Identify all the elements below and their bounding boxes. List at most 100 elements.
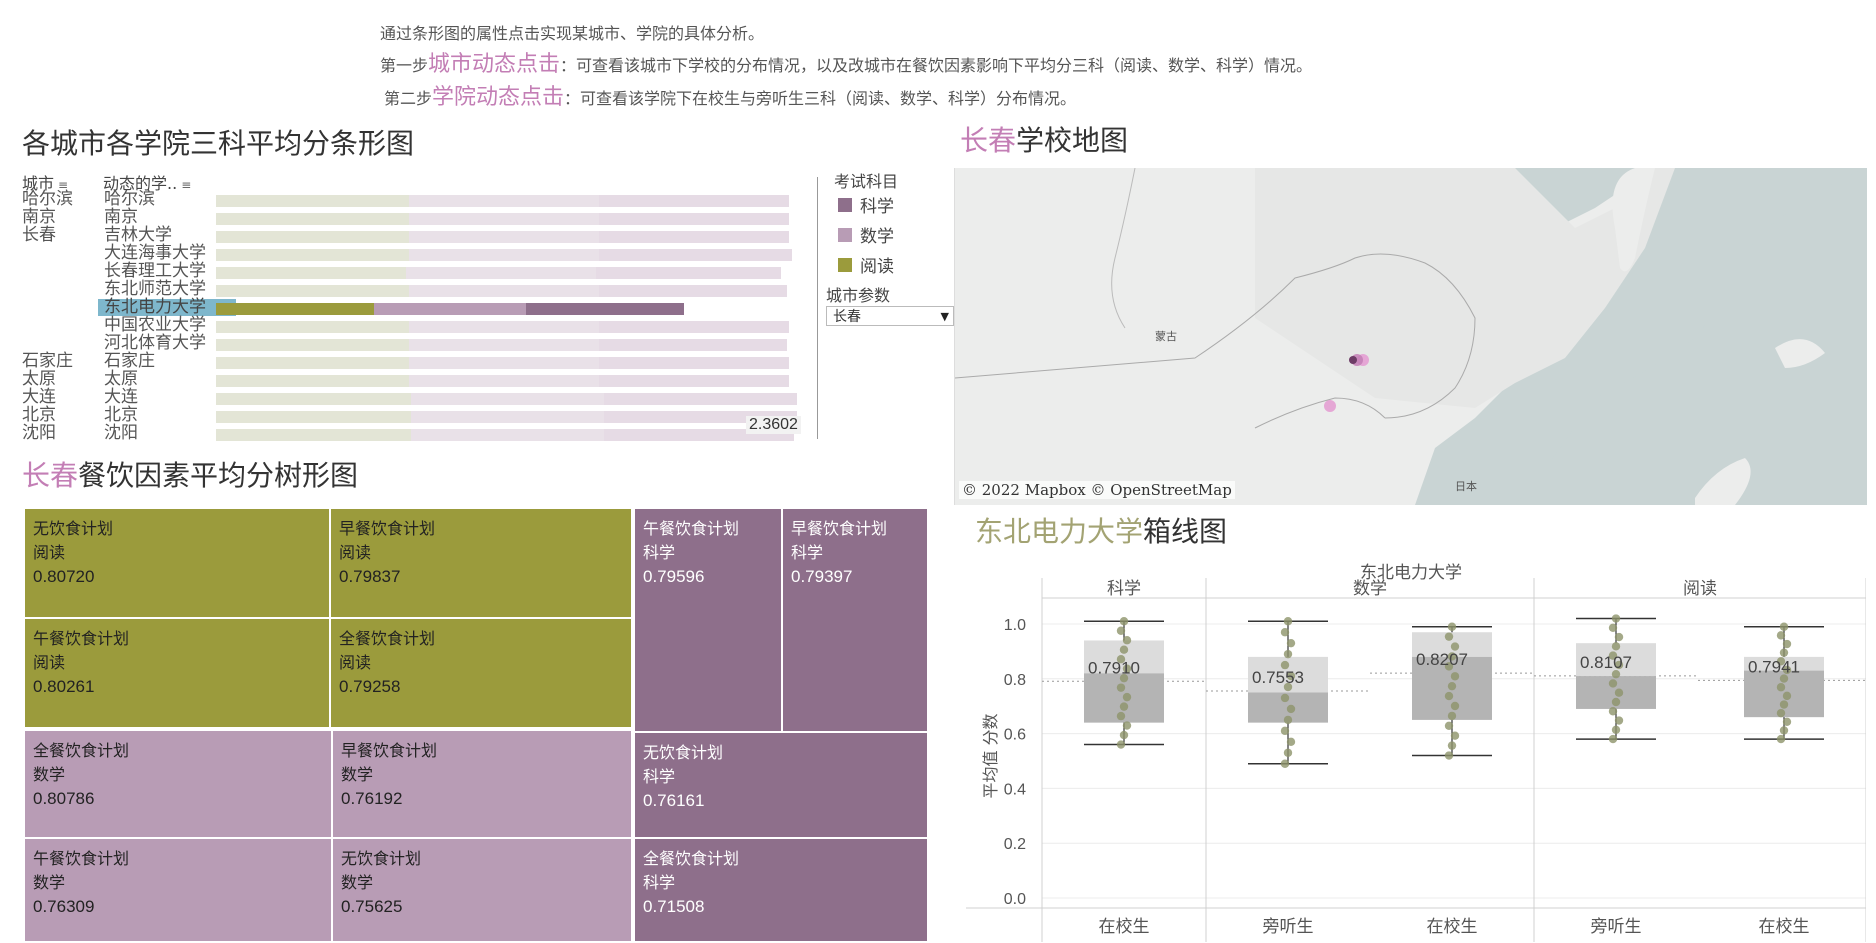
col-header-school[interactable]: 动态的学.. ≡ xyxy=(103,170,191,194)
bar-row[interactable]: 南京 南京 xyxy=(22,208,822,226)
stacked-bar[interactable] xyxy=(216,339,787,351)
bar-segment-sci[interactable] xyxy=(599,249,792,261)
stacked-bar[interactable] xyxy=(216,195,789,207)
sort-icon[interactable]: ≡ xyxy=(181,178,192,192)
stacked-bar[interactable] xyxy=(216,249,792,261)
bar-row[interactable]: 北京 北京 xyxy=(22,406,822,424)
stacked-bar[interactable] xyxy=(216,285,787,297)
bar-row[interactable]: 太原 太原 xyxy=(22,370,822,388)
bar-segment-math[interactable] xyxy=(409,213,599,225)
bar-row[interactable]: 大连海事大学 xyxy=(22,244,822,262)
bar-row-city[interactable]: 南京 xyxy=(22,207,56,227)
bar-segment-read[interactable] xyxy=(216,231,409,243)
bar-segment-sci[interactable] xyxy=(599,339,787,351)
stacked-bar[interactable] xyxy=(216,231,789,243)
bar-segment-read[interactable] xyxy=(216,321,409,333)
bar-row-school[interactable]: 太原 xyxy=(104,369,138,389)
bar-segment-math[interactable] xyxy=(409,357,599,369)
bar-segment-sci[interactable] xyxy=(599,195,789,207)
legend-item-reading[interactable]: 阅读 xyxy=(838,252,894,277)
stacked-bar[interactable] xyxy=(216,357,789,369)
treemap-cell[interactable]: 无饮食计划 阅读 0.80720 xyxy=(24,508,330,618)
bar-segment-sci[interactable] xyxy=(596,267,781,279)
bar-segment-read[interactable] xyxy=(216,267,406,279)
bar-row[interactable]: 长春理工大学 xyxy=(22,262,822,280)
stacked-bar[interactable] xyxy=(216,375,789,387)
stacked-bar[interactable] xyxy=(216,303,684,315)
bar-row-city[interactable]: 长春 xyxy=(22,225,56,245)
stacked-bar[interactable] xyxy=(216,321,789,333)
treemap-cell[interactable]: 午餐饮食计划 科学 0.79596 xyxy=(634,508,782,732)
treemap-cell[interactable]: 全餐饮食计划 科学 0.71508 xyxy=(634,838,928,942)
bar-row-city[interactable]: 沈阳 xyxy=(22,423,56,443)
treemap-cell[interactable]: 无饮食计划 数学 0.75625 xyxy=(332,838,632,942)
bar-row[interactable]: 长春 吉林大学 xyxy=(22,226,822,244)
bar-segment-read[interactable] xyxy=(216,285,409,297)
treemap-cell[interactable]: 全餐饮食计划 阅读 0.79258 xyxy=(330,618,632,728)
bar-segment-math[interactable] xyxy=(409,231,599,243)
bar-row-school[interactable]: 中国农业大学 xyxy=(104,315,206,335)
bar-segment-math[interactable] xyxy=(409,195,599,207)
legend-item-science[interactable]: 科学 xyxy=(838,192,894,217)
bar-row-city[interactable]: 石家庄 xyxy=(22,351,73,371)
bar-segment-sci[interactable] xyxy=(599,375,789,387)
bar-segment-math[interactable] xyxy=(409,375,599,387)
bar-row-school[interactable]: 石家庄 xyxy=(104,351,155,371)
bar-segment-math[interactable] xyxy=(409,321,599,333)
bar-row-school[interactable]: 大连海事大学 xyxy=(104,243,206,263)
bar-row-school[interactable]: 南京 xyxy=(104,207,138,227)
bar-segment-sci[interactable] xyxy=(599,285,787,297)
city-param-dropdown[interactable]: 长春 ▼ xyxy=(826,306,954,326)
bar-segment-sci[interactable] xyxy=(604,393,797,405)
bar-row[interactable]: 石家庄 石家庄 xyxy=(22,352,822,370)
bar-row-school[interactable]: 哈尔滨 xyxy=(104,189,155,209)
treemap-cell[interactable]: 早餐饮食计划 数学 0.76192 xyxy=(332,730,632,838)
bar-row[interactable]: 大连 大连 xyxy=(22,388,822,406)
bar-segment-math[interactable] xyxy=(411,429,604,441)
bar-segment-math[interactable] xyxy=(411,393,604,405)
bar-row-school[interactable]: 沈阳 xyxy=(104,423,138,443)
bar-row[interactable]: 沈阳 沈阳 xyxy=(22,424,822,442)
bar-row-school[interactable]: 北京 xyxy=(104,405,138,425)
bar-row[interactable]: 东北电力大学 xyxy=(22,298,822,316)
bar-segment-read[interactable] xyxy=(216,249,409,261)
bar-segment-sci[interactable] xyxy=(599,357,789,369)
bar-segment-read[interactable] xyxy=(216,303,374,315)
bar-row-school[interactable]: 吉林大学 xyxy=(104,225,172,245)
bar-segment-math[interactable] xyxy=(374,303,526,315)
bar-segment-math[interactable] xyxy=(411,411,604,423)
stacked-bar[interactable] xyxy=(216,429,794,441)
bar-row[interactable]: 东北师范大学 xyxy=(22,280,822,298)
bar-segment-sci[interactable] xyxy=(526,303,684,315)
bar-segment-sci[interactable] xyxy=(599,321,789,333)
bar-row[interactable]: 中国农业大学 xyxy=(22,316,822,334)
stacked-bar[interactable] xyxy=(216,213,789,225)
bar-segment-sci[interactable] xyxy=(599,231,789,243)
map-credit[interactable]: © 2022 Mapbox © OpenStreetMap xyxy=(959,481,1235,499)
bar-segment-sci[interactable] xyxy=(599,213,789,225)
legend-item-math[interactable]: 数学 xyxy=(838,222,894,247)
stacked-bar[interactable] xyxy=(216,393,797,405)
bar-segment-math[interactable] xyxy=(409,285,599,297)
bar-segment-read[interactable] xyxy=(216,393,411,405)
sort-icon[interactable]: ≡ xyxy=(58,178,69,192)
bar-row-school[interactable]: 东北电力大学 xyxy=(104,297,206,317)
col-header-city[interactable]: 城市 ≡ xyxy=(22,170,68,194)
treemap-cell[interactable]: 无饮食计划 科学 0.76161 xyxy=(634,732,928,838)
bar-segment-read[interactable] xyxy=(216,375,409,387)
bar-row-school[interactable]: 长春理工大学 xyxy=(104,261,206,281)
treemap-cell[interactable]: 全餐饮食计划 数学 0.80786 xyxy=(24,730,332,838)
treemap-cell[interactable]: 早餐饮食计划 阅读 0.79837 xyxy=(330,508,632,618)
bar-segment-read[interactable] xyxy=(216,411,411,423)
bar-segment-read[interactable] xyxy=(216,357,409,369)
bar-row-school[interactable]: 河北体育大学 xyxy=(104,333,206,353)
bar-row-city[interactable]: 大连 xyxy=(22,387,56,407)
bar-row-school[interactable]: 大连 xyxy=(104,387,138,407)
bar-segment-math[interactable] xyxy=(409,339,599,351)
bar-row[interactable]: 河北体育大学 xyxy=(22,334,822,352)
bar-segment-read[interactable] xyxy=(216,195,409,207)
bar-row-city[interactable]: 哈尔滨 xyxy=(22,189,73,209)
stacked-bar[interactable] xyxy=(216,267,781,279)
treemap-cell[interactable]: 午餐饮食计划 阅读 0.80261 xyxy=(24,618,330,728)
school-map[interactable]: 蒙古 日本 © 2022 Mapbox © OpenStreetMap xyxy=(954,168,1867,505)
